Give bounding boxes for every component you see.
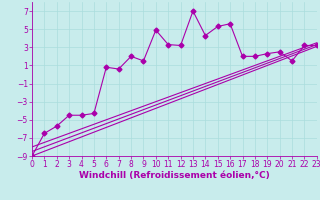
X-axis label: Windchill (Refroidissement éolien,°C): Windchill (Refroidissement éolien,°C) bbox=[79, 171, 270, 180]
